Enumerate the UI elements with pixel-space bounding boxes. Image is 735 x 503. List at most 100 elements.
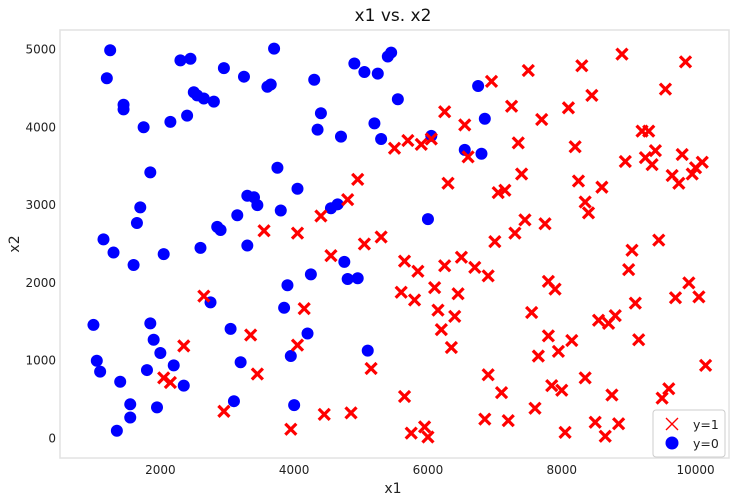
data-point-circle [144,166,157,179]
data-point-cross [652,233,666,247]
x-axis-ticks: 2000 4000 6000 8000 10000 [145,463,715,477]
data-point-cross [695,155,709,169]
data-point-cross-stroke-b [397,254,412,268]
data-point-cross-stroke-b [692,290,706,304]
data-point-cross-stroke-b [622,263,636,277]
data-point-circle [475,147,488,160]
data-point-cross-stroke-b [652,233,666,247]
data-point-cross-stroke-b [625,243,639,257]
data-point-cross-stroke-b [695,155,709,169]
data-point-cross-stroke-b [454,250,469,264]
data-point-cross [244,328,258,342]
data-point-cross [555,383,569,397]
data-point-cross [407,293,422,307]
y-tick-label: 3000 [25,198,56,212]
data-point-cross-stroke-b [478,412,492,426]
data-point-cross-stroke-b [555,383,569,397]
data-point-circle [174,54,187,67]
data-point-cross [565,333,579,348]
data-point-cross [622,263,636,277]
data-point-circle [227,395,240,408]
x-tick-label: 10000 [676,463,714,477]
data-point-cross [672,176,686,190]
data-point-cross [675,147,689,162]
data-point-circle [124,398,137,411]
data-point-circle [314,107,327,120]
legend-circle [665,436,679,450]
data-point-cross-stroke-b [568,140,582,154]
data-point-cross [595,180,609,194]
data-point-circle [137,121,150,134]
data-point-cross [290,226,305,240]
data-point-cross [438,105,452,119]
data-point-cross [514,167,529,181]
data-point-cross [250,367,264,381]
data-point-circle [151,401,164,414]
data-point-cross-stroke-b [257,224,271,238]
data-point-circle [358,66,371,79]
data-point-cross-stroke-b [157,371,171,385]
data-point-cross-stroke-b [682,276,696,290]
data-point-cross [401,133,415,148]
data-point-cross-stroke-b [441,176,455,190]
data-point-circle [144,317,157,330]
data-point-cross [571,174,586,188]
data-point-cross-stroke-b [344,406,358,420]
data-point-circle [311,123,324,136]
data-point-cross [314,209,328,223]
data-point-cross [284,422,298,436]
data-point-circle [341,273,354,286]
data-point-cross-stroke-b [548,282,562,296]
data-point-circle [385,46,398,59]
data-point-cross-stroke-b [518,213,532,227]
data-point-cross [668,291,683,305]
data-point-cross-stroke-b [341,193,355,207]
data-point-cross-stroke-b [545,378,559,393]
data-point-cross [397,254,412,268]
data-point-cross [481,368,495,382]
data-point-circle [458,143,471,156]
data-point-cross [588,415,602,429]
data-point-cross [217,404,231,418]
data-point-circle [207,95,220,108]
data-point-cross [548,282,562,296]
data-point-cross-stroke-b [387,141,402,155]
data-point-cross-stroke-b [558,425,572,439]
data-point-cross-stroke-b [317,407,331,422]
data-point-cross-stroke-b [498,183,512,197]
data-point-cross [478,412,492,426]
data-point-cross [387,141,402,155]
legend: y=1 y=0 [652,409,726,458]
data-point-cross [290,338,305,352]
data-point-cross-stroke-b [698,358,713,373]
data-point-cross-stroke-b [414,137,428,152]
data-point-circle [375,132,388,145]
data-point-cross-stroke-b [588,415,602,429]
data-point-cross [438,259,452,273]
data-point-cross-stroke-b [244,328,258,342]
data-point-cross-stroke-b [404,426,418,440]
data-point-cross [658,82,673,96]
data-point-cross [648,143,663,158]
data-point-cross-stroke-b [672,176,686,190]
x-tick-label: 8000 [546,463,577,477]
data-point-cross [451,287,465,301]
data-point-circle [90,354,103,367]
data-point-circle [301,327,314,340]
y-tick-label: 2000 [25,276,56,290]
data-point-cross-stroke-b [461,150,475,164]
data-point-cross [411,264,425,278]
legend-marker-y0 [665,436,679,450]
data-point-cross [615,47,629,61]
data-point-circle [472,80,485,93]
x-axis-label: x1 [384,481,401,497]
data-point-cross [698,358,713,373]
data-point-cross-stroke-b [618,154,632,169]
y-tick-label: 5000 [25,42,56,56]
data-point-cross [678,55,693,69]
data-point-cross [444,340,458,355]
data-point-cross-stroke-b [658,82,673,96]
data-point-cross-stroke-b [484,74,499,88]
data-point-circle [181,109,194,122]
data-point-cross-stroke-b [401,133,415,148]
